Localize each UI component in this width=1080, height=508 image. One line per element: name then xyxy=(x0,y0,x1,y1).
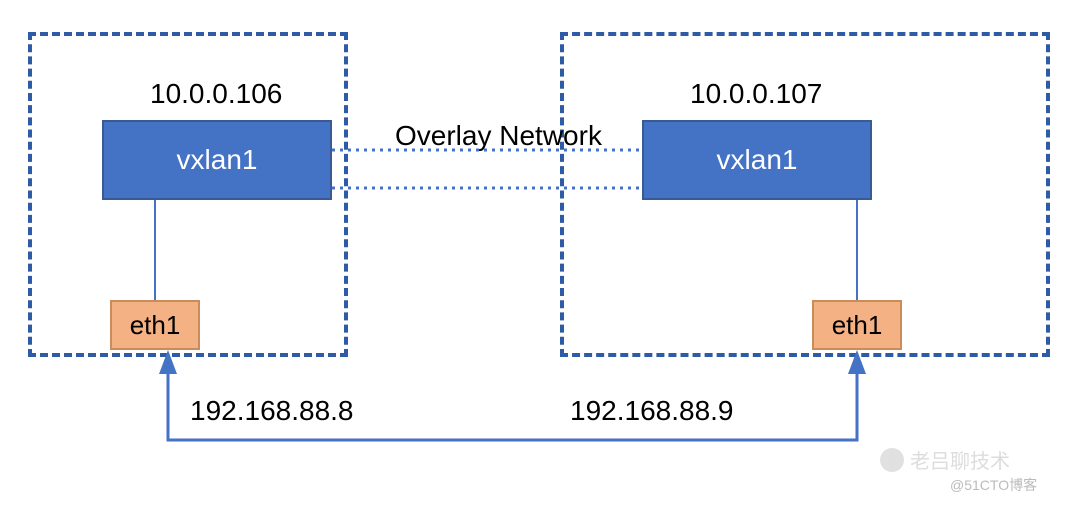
eth-left-label: eth1 xyxy=(130,310,181,341)
ip-right-top: 10.0.0.107 xyxy=(690,78,822,110)
vxlan-right-node: vxlan1 xyxy=(642,120,872,200)
watermark-text: 老吕聊技术 xyxy=(910,445,1010,474)
vxlan-right-label: vxlan1 xyxy=(717,144,798,176)
watermark-subtext: @51CTO博客 xyxy=(950,475,1037,495)
overlay-label: Overlay Network xyxy=(395,120,602,152)
ip-left-top: 10.0.0.106 xyxy=(150,78,282,110)
eth-right-node: eth1 xyxy=(812,300,902,350)
wechat-icon xyxy=(880,448,904,472)
ip-right-bot: 192.168.88.9 xyxy=(570,395,734,427)
ip-left-bot: 192.168.88.8 xyxy=(190,395,354,427)
eth-left-node: eth1 xyxy=(110,300,200,350)
watermark: 老吕聊技术 xyxy=(880,445,1010,474)
eth-right-label: eth1 xyxy=(832,310,883,341)
vxlan-left-label: vxlan1 xyxy=(177,144,258,176)
vxlan-left-node: vxlan1 xyxy=(102,120,332,200)
